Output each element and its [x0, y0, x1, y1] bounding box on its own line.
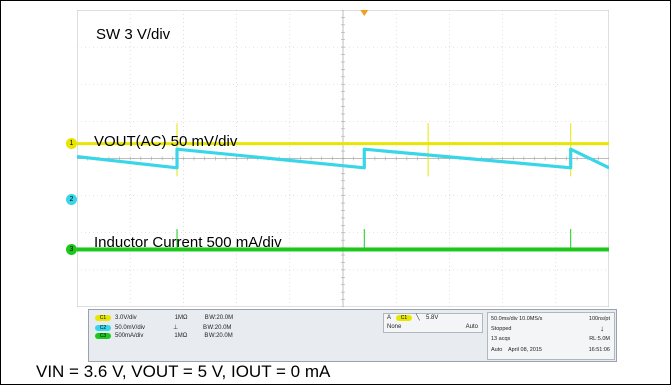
trigger-mode: Auto [465, 324, 478, 330]
sw-trace-line [77, 142, 609, 146]
acquisition-state: Stopped [491, 326, 512, 332]
channel-2-scale: 50.0mV/div [115, 324, 146, 331]
figure-caption: VIN = 3.6 V, VOUT = 5 V, IOUT = 0 mA [36, 362, 331, 381]
scope-screen: SW 3 V/div VOUT(AC) 50 mV/div Inductor C… [77, 10, 609, 307]
record-length: RL:5.0M [589, 336, 610, 342]
channel-1-settings: C1 3.0V/div 1MΩ B W:20.0M [95, 315, 233, 321]
trigger-level: 5.8V [426, 315, 439, 321]
channel-3-badge: C3 [95, 333, 111, 339]
inductor-trace-line [77, 247, 609, 252]
trigger-label: A [387, 315, 392, 321]
trigger-channel-badge: C1 [396, 315, 412, 321]
stop-marker-icon: ↓ [600, 324, 604, 333]
acquisition-count: 13 acqs [491, 336, 511, 342]
channel-2-coupling: ⊥ [173, 325, 179, 331]
channel-2-settings: C2 50.0mV/div ⊥ B W:20.0M [95, 324, 231, 331]
acquisition-time: 16:51:06 [588, 347, 610, 353]
scope-plot [77, 10, 609, 307]
channel-3-settings: C3 500mA/div 1MΩ B W:20.0M [95, 333, 233, 339]
channel-3-scale: 500mA/div [115, 333, 144, 339]
trigger-panel: A C1 ╲ 5.8V None Auto [383, 313, 483, 333]
channel-2-bandwidth: B W:20.0M [203, 324, 232, 331]
channel-1-bandwidth: B W:20.0M [204, 315, 234, 321]
acquisition-mode: Auto [491, 347, 503, 353]
channel-1-scale: 3.0V/div [115, 315, 137, 321]
channel-3-marker: 3 [66, 243, 77, 255]
channel-2-badge: C2 [95, 324, 111, 331]
trigger-type: None [387, 324, 402, 330]
channel-3-bandwidth: B W:20.0M [204, 333, 233, 339]
channel-1-coupling: 1MΩ [174, 315, 188, 321]
acquisition-panel: 50.0ms/div 10.0MS/s 100ns/pt Stopped ↓ 1… [487, 312, 615, 360]
channel-3-coupling: 1MΩ [174, 333, 188, 339]
trigger-position-marker [360, 10, 369, 16]
acquisition-date: April 08, 2015 [508, 347, 542, 353]
sw-trace-label: SW 3 V/div [96, 26, 171, 43]
channel-1-marker: 1 [66, 138, 77, 150]
vout-trace-label: VOUT(AC) 50 mV/div [94, 133, 238, 150]
resolution: 100ns/pt [588, 316, 610, 322]
channel-2-marker: 2 [66, 193, 77, 205]
inductor-trace-label: Inductor Current 500 mA/div [94, 234, 282, 251]
scope-status-bar: C1 3.0V/div 1MΩ B W:20.0M C2 50.0mV/div … [88, 309, 617, 362]
timebase: 50.0ms/div 10.0MS/s [491, 316, 543, 322]
trigger-slope-icon: ╲ [416, 315, 420, 321]
channel-1-badge: C1 [95, 315, 111, 321]
vout-trace-line [77, 147, 609, 170]
